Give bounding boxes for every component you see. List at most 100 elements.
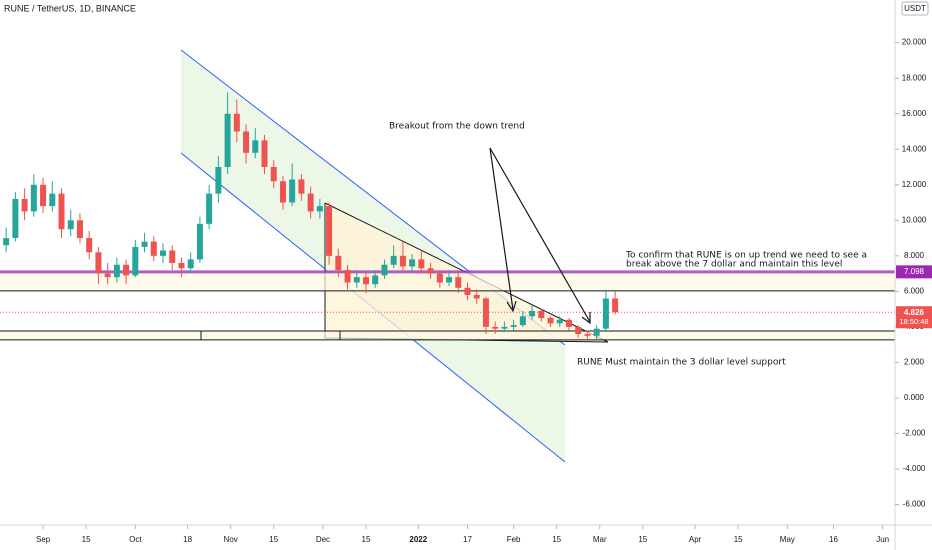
candle-body (270, 167, 277, 182)
y-tick-label: 12.000 (902, 180, 927, 189)
y-tick-label: -6.000 (903, 500, 926, 509)
candle-body (326, 206, 333, 256)
candle-body (612, 298, 619, 313)
candle-body (150, 241, 157, 256)
x-tick-label: Oct (129, 535, 142, 544)
candle-body (362, 277, 369, 285)
level-badge-label: 7.098 (904, 267, 925, 276)
candle-body (76, 220, 83, 239)
x-tick-label: Dec (316, 535, 330, 544)
candle-body (316, 206, 323, 212)
countdown-label: 18:50:48 (899, 317, 928, 326)
candle-body (141, 241, 148, 247)
x-tick-label: 15 (82, 535, 91, 544)
candle-body (547, 318, 554, 324)
candle-body (58, 193, 65, 230)
last-price-badge (896, 306, 932, 329)
y-tick-label: 8.000 (904, 251, 925, 260)
candle-body (279, 181, 286, 203)
candle-body (67, 220, 74, 230)
candle-body (372, 275, 379, 285)
candle-body (464, 287, 471, 295)
candle-body (215, 167, 222, 194)
candle-body (575, 326, 582, 335)
candle-body (206, 193, 213, 224)
annotation: Breakout from the down trend (389, 122, 525, 132)
candles (3, 92, 619, 342)
candle-body (390, 255, 397, 265)
candle-body (113, 264, 120, 278)
y-tick-label: 18.000 (902, 73, 927, 82)
currency-label: USDT (904, 4, 926, 13)
x-tick-label: 15 (362, 535, 371, 544)
candle-body (427, 268, 434, 274)
candle-body (565, 319, 572, 327)
support-zone (0, 331, 895, 340)
candle-body (473, 294, 480, 299)
y-tick-label: 6.000 (904, 286, 925, 295)
y-tick-label: 10.000 (902, 215, 927, 224)
candle-body (233, 113, 240, 132)
candle-body (510, 325, 517, 327)
candle-body (482, 298, 489, 327)
chart-title: RUNE / TetherUS, 1D, BINANCE (4, 3, 136, 13)
candle-body (243, 131, 250, 153)
candle-body (104, 273, 111, 278)
candle-body (529, 310, 536, 317)
annotation: break above the 7 dollar and maintain th… (626, 260, 842, 270)
candle-body (501, 326, 508, 329)
candle-body (593, 328, 600, 336)
candle-body (178, 262, 185, 269)
axes: -6.000-4.000-2.0000.0002.0004.0006.0008.… (36, 38, 932, 544)
candle-body (21, 198, 28, 212)
x-tick-label: 15 (552, 535, 561, 544)
breakout-arrows (489, 147, 591, 325)
candle-body (86, 238, 93, 253)
candle-body (95, 252, 102, 274)
candle-body (169, 250, 176, 263)
candle-body (307, 193, 314, 212)
candle-body (519, 316, 526, 326)
candle-body (123, 264, 130, 276)
candle-body (187, 259, 194, 269)
candle-body (556, 319, 563, 324)
x-tick-label: Nov (224, 535, 238, 544)
y-tick-label: 20.000 (902, 38, 927, 47)
candle-body (418, 259, 425, 269)
candle-body (30, 184, 37, 212)
candle-body (492, 326, 499, 329)
candle-body (252, 140, 259, 153)
candle-body (261, 140, 268, 168)
x-tick-label: Jun (876, 535, 889, 544)
candle-body (3, 238, 10, 246)
candle-body (353, 277, 360, 283)
candle-body (224, 113, 231, 168)
candle-body (40, 184, 47, 207)
candle-body (584, 334, 591, 336)
y-tick-label: -4.000 (903, 464, 926, 473)
candle-body (12, 198, 19, 239)
x-tick-label: 15 (269, 535, 278, 544)
annotation: RUNE Must maintain the 3 dollar level su… (577, 358, 786, 368)
x-tick-label: 16 (829, 535, 838, 544)
candle-body (409, 259, 416, 267)
levels (0, 270, 895, 341)
candle-body (160, 250, 167, 256)
x-tick-label: 15 (638, 535, 647, 544)
candle-body (446, 277, 453, 283)
candle-body (399, 255, 406, 267)
candle-body (289, 179, 296, 203)
candle-body (436, 273, 443, 283)
candle-body (49, 193, 56, 207)
candle-body (455, 277, 462, 288)
y-tick-label: -2.000 (903, 429, 926, 438)
candle-body (538, 310, 545, 319)
candle-body (602, 298, 609, 329)
candle-body (298, 179, 305, 194)
x-tick-label: Sep (36, 535, 51, 544)
x-tick-label: 18 (183, 535, 192, 544)
annotation: To confirm that RUNE is on up trend we n… (625, 251, 867, 261)
x-tick-label: Feb (507, 535, 521, 544)
y-tick-label: 14.000 (902, 144, 927, 153)
